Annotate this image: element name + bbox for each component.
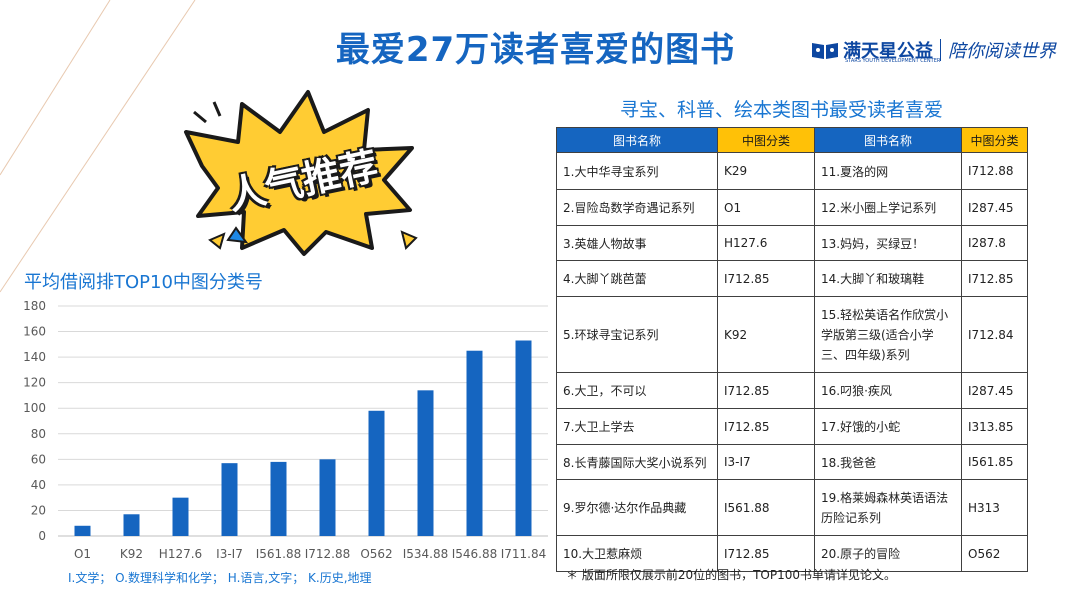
x-tick-label: O562	[360, 547, 392, 561]
classification-code: I287.45	[961, 189, 1028, 226]
classification-code: I712.85	[961, 260, 1028, 297]
book-name: 14.大脚丫和玻璃鞋	[814, 260, 962, 297]
book-name: 9.罗尔德·达尔作品典藏	[556, 479, 718, 536]
classification-code: I287.8	[961, 225, 1028, 261]
table-title: 寻宝、科普、绘本类图书最受读者喜爱	[620, 99, 944, 121]
table-row: 5.环球寻宝记系列 K92 15.轻松英语名作欣赏小学版第三级(适合小学三、四年…	[556, 296, 1028, 373]
x-tick-label: I561.88	[256, 547, 302, 561]
header-book-name: 图书名称	[556, 127, 718, 153]
classification-code: I561.85	[961, 444, 1028, 480]
bar	[319, 459, 336, 536]
x-tick-label: I3-I7	[216, 547, 243, 561]
book-name: 15.轻松英语名作欣赏小学版第三级(适合小学三、四年级)系列	[814, 296, 962, 373]
bar	[515, 340, 532, 536]
y-tick-label: 0	[38, 529, 46, 543]
classification-code: I712.84	[961, 296, 1028, 373]
x-tick-label: I712.88	[305, 547, 351, 561]
table-row: 3.英雄人物故事 H127.6 13.妈妈，买绿豆！ I287.8	[556, 225, 1028, 261]
bar	[123, 514, 140, 536]
classification-code: I712.85	[717, 372, 815, 409]
x-tick-label: H127.6	[159, 547, 202, 561]
header-classification: 中图分类	[961, 127, 1028, 153]
book-name: 3.英雄人物故事	[556, 225, 718, 261]
header-classification: 中图分类	[717, 127, 815, 153]
chart-section-title: 平均借阅排TOP10中图分类号	[24, 272, 263, 293]
classification-code: I561.88	[717, 479, 815, 536]
bar	[270, 461, 287, 536]
y-tick-label: 40	[31, 478, 46, 492]
classification-code: I712.88	[961, 152, 1028, 190]
bar	[368, 410, 385, 536]
table-row: 1.大中华寻宝系列 K29 11.夏洛的网 I712.88	[556, 152, 1028, 190]
book-name: 12.米小圈上学记系列	[814, 189, 962, 226]
table-row: 4.大脚丫跳芭蕾 I712.85 14.大脚丫和玻璃鞋 I712.85	[556, 260, 1028, 297]
y-tick-label: 120	[23, 376, 46, 390]
y-tick-label: 160	[23, 325, 46, 339]
classification-code: K29	[717, 152, 815, 190]
book-name: 16.叼狼·疾风	[814, 372, 962, 409]
classification-code: I287.45	[961, 372, 1028, 409]
book-name: 11.夏洛的网	[814, 152, 962, 190]
table-row: 10.大卫惹麻烦 I712.85 20.原子的冒险 O562	[556, 535, 1028, 572]
bar-chart: 0 20 40 60 80 100 120 140 160 180 O1 K92 H127.6 I3-I7…	[23, 299, 548, 561]
table-header-row: 图书名称 中图分类 图书名称 中图分类	[556, 127, 1028, 153]
book-name: 13.妈妈，买绿豆！	[814, 225, 962, 261]
classification-code: O1	[717, 189, 815, 226]
logo-english: STARS YOUTH DEVELOPMENT CENTER	[845, 58, 941, 64]
classification-code: I313.85	[961, 408, 1028, 445]
footnote: ＊ 版面所限仅展示前20位的图书，TOP100书单请详见论文。	[566, 568, 897, 582]
table-row: 2.冒险岛数学奇遇记系列 O1 12.米小圈上学记系列 I287.45	[556, 189, 1028, 226]
starburst-shape	[184, 90, 418, 256]
x-tick-label: I711.84	[501, 547, 547, 561]
bar	[74, 525, 91, 536]
logo-name: 满天星公益	[843, 41, 933, 62]
book-name: 6.大卫，不可以	[556, 372, 718, 409]
header-book-name: 图书名称	[814, 127, 962, 153]
table-row: 7.大卫上学去 I712.85 17.好饿的小蛇 I313.85	[556, 408, 1028, 445]
classification-code: H127.6	[717, 225, 815, 261]
brand-logo: 满天星公益 STARS YOUTH DEVELOPMENT CENTER 陪你阅…	[810, 36, 1056, 64]
table-row: 9.罗尔德·达尔作品典藏 I561.88 19.格莱姆森林英语语法历险记系列 H…	[556, 479, 1028, 536]
bar	[466, 350, 483, 536]
y-tick-label: 100	[23, 401, 46, 415]
page-title: 最爱27万读者喜爱的图书	[335, 30, 736, 70]
x-tick-label: I546.88	[452, 547, 498, 561]
book-name: 1.大中华寻宝系列	[556, 152, 718, 190]
bar	[417, 390, 434, 536]
x-tick-label: K92	[120, 547, 143, 561]
book-name: 4.大脚丫跳芭蕾	[556, 260, 718, 297]
y-tick-label: 180	[23, 299, 46, 313]
classification-code: H313	[961, 479, 1028, 536]
books-table: 图书名称 中图分类 图书名称 中图分类 1.大中华寻宝系列 K29 11.夏洛的…	[556, 127, 1028, 572]
book-name: 19.格莱姆森林英语语法历险记系列	[814, 479, 962, 536]
open-book-icon	[812, 43, 838, 59]
classification-code: O562	[961, 535, 1028, 572]
book-name: 2.冒险岛数学奇遇记系列	[556, 189, 718, 226]
book-name: 20.原子的冒险	[814, 535, 962, 572]
book-name: 17.好饿的小蛇	[814, 408, 962, 445]
bar	[172, 497, 189, 536]
book-name: 5.环球寻宝记系列	[556, 296, 718, 373]
classification-code: I3-I7	[717, 444, 815, 480]
bar	[221, 463, 238, 536]
table-row: 8.长青藤国际大奖小说系列 I3-I7 18.我爸爸 I561.85	[556, 444, 1028, 480]
logo-slogan: 陪你阅读世界	[948, 41, 1056, 62]
x-tick-label: O1	[74, 547, 91, 561]
classification-legend: I.文学； O.数理科学和化学； H.语言,文字； K.历史,地理	[68, 571, 372, 585]
y-tick-label: 80	[31, 427, 46, 441]
classification-code: I712.85	[717, 408, 815, 445]
classification-code: I712.85	[717, 535, 815, 572]
book-name: 7.大卫上学去	[556, 408, 718, 445]
y-tick-label: 60	[31, 452, 46, 466]
book-name: 18.我爸爸	[814, 444, 962, 480]
y-tick-label: 140	[23, 350, 46, 364]
classification-code: K92	[717, 296, 815, 373]
classification-code: I712.85	[717, 260, 815, 297]
logo-divider	[940, 39, 941, 61]
table-row: 6.大卫，不可以 I712.85 16.叼狼·疾风 I287.45	[556, 372, 1028, 409]
y-tick-label: 20	[31, 503, 46, 517]
x-tick-label: I534.88	[403, 547, 449, 561]
book-name: 8.长青藤国际大奖小说系列	[556, 444, 718, 480]
